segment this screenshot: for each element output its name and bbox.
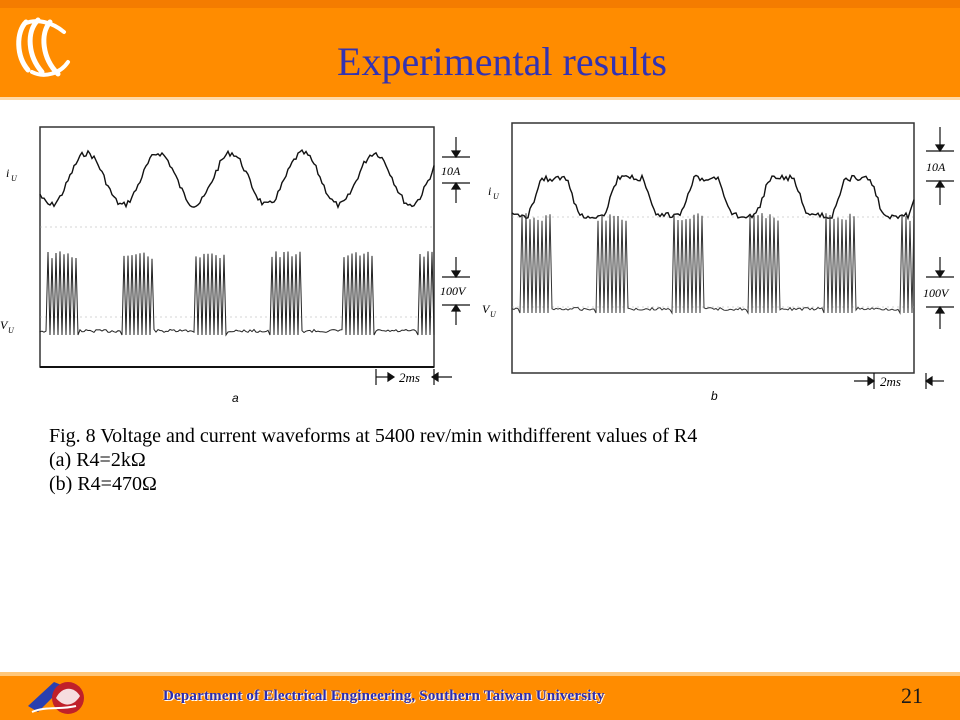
time-scale-marker-b xyxy=(854,373,944,389)
voltage-sub-a: U xyxy=(8,326,15,335)
voltage-scale-a: 100V xyxy=(440,284,467,298)
current-label-b: i xyxy=(488,184,491,198)
current-waveform-a xyxy=(39,149,435,210)
header-divider xyxy=(0,97,960,100)
voltage-scale-marker-a xyxy=(442,257,470,325)
figure-b: i U V U 10A 100V 2ms b xyxy=(482,117,960,407)
current-label-a: i xyxy=(6,166,9,180)
slide-title: Experimental results xyxy=(337,39,667,84)
figure-sublabel-b: b xyxy=(711,389,718,403)
figure-caption: Fig. 8 Voltage and current waveforms at … xyxy=(49,424,697,496)
voltage-label-b: V xyxy=(482,302,491,316)
university-logo-icon xyxy=(16,17,70,77)
scope-grid-b xyxy=(512,216,914,308)
figure-sublabel-a: a xyxy=(232,391,239,405)
scope-frame-b xyxy=(511,122,915,374)
voltage-scale-marker-b xyxy=(926,257,954,329)
caption-line-1: Fig. 8 Voltage and current waveforms at … xyxy=(49,425,698,447)
current-sub-a: U xyxy=(11,174,18,183)
current-scale-marker-a xyxy=(442,137,470,203)
header-stripe xyxy=(0,0,960,8)
current-scale-b: 10A xyxy=(926,160,946,174)
time-scale-marker-a xyxy=(375,369,452,385)
voltage-waveform-b xyxy=(511,213,915,315)
header-band xyxy=(0,0,960,97)
footer-department: Department of Electrical Engineering, So… xyxy=(163,688,605,704)
scope-grid-a xyxy=(40,226,434,318)
time-scale-a: 2ms xyxy=(399,370,420,385)
time-scale-b: 2ms xyxy=(880,374,901,389)
department-logo-icon xyxy=(28,682,84,714)
current-sub-b: U xyxy=(493,192,500,201)
figure-a: i U V U 10A 100V 2ms a xyxy=(0,117,478,407)
current-scale-marker-b xyxy=(926,127,954,205)
footer-divider xyxy=(0,672,960,676)
voltage-sub-b: U xyxy=(490,310,497,319)
voltage-scale-b: 100V xyxy=(923,286,950,300)
caption-line-3: (b) R4=470Ω xyxy=(49,473,157,495)
current-scale-a: 10A xyxy=(441,164,461,178)
current-waveform-b xyxy=(511,173,915,221)
caption-line-2: (a) R4=2kΩ xyxy=(49,449,146,471)
voltage-label-a: V xyxy=(0,318,9,332)
footer-band xyxy=(0,672,960,720)
voltage-waveform-a xyxy=(39,251,435,337)
page-number: 21 xyxy=(901,683,923,708)
